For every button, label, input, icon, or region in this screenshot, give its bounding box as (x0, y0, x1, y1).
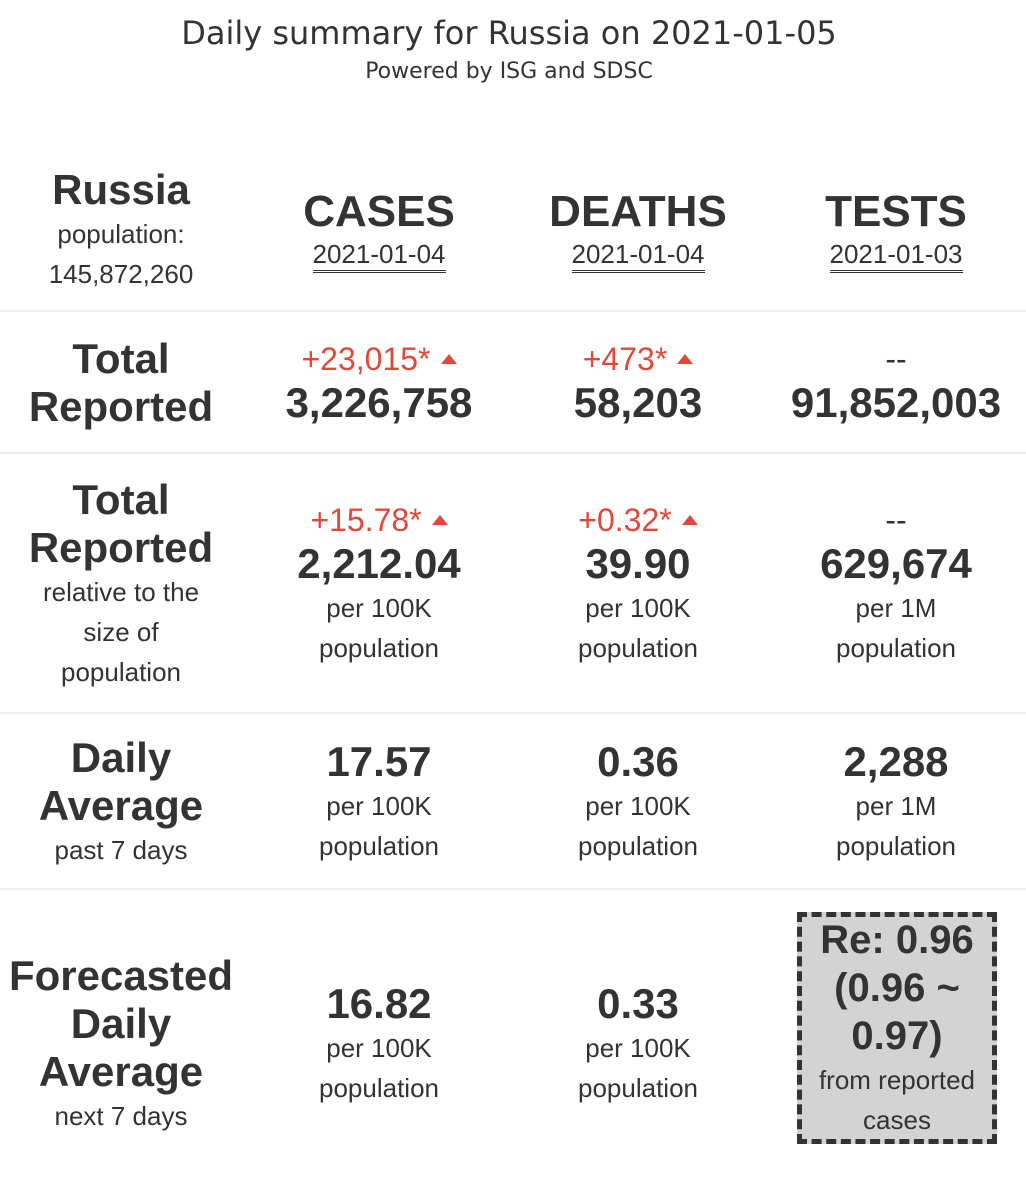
unit-line2: population (319, 633, 439, 663)
re-subtitle-line1: from reported (818, 1065, 976, 1095)
relative-deaths-value: 39.90 (585, 540, 691, 587)
row-title-line2: Daily (70, 1000, 172, 1047)
cases-rel-delta: +15.78* (310, 500, 448, 540)
row-subtitle-line2: size of (83, 617, 159, 647)
relative-cases-value: 2,212.04 (297, 540, 461, 587)
population-value: 145,872,260 (48, 259, 194, 289)
daily-deaths-value: 0.36 (597, 738, 679, 785)
total-reported-row: Total Reported +23,015* 3,226,758 +473* … (0, 310, 1026, 454)
row-subtitle: past 7 days (54, 835, 188, 865)
forecast-cases-value: 16.82 (326, 980, 432, 1027)
daily-average-label: Daily Average past 7 days (0, 714, 242, 890)
re-value-line3: 0.97) (851, 1014, 943, 1058)
unit-line1: per 1M (855, 593, 937, 623)
unit-line1: per 1M (855, 791, 937, 821)
cases-rel-delta-text: +15.78* (310, 502, 422, 538)
total-tests-value: 91,852,003 (790, 379, 1002, 426)
total-deaths-value: 58,203 (573, 379, 703, 426)
unit-line2: population (578, 1073, 698, 1103)
row-title-line1: Forecasted (8, 952, 234, 999)
row-title-line2: Reported (28, 524, 214, 571)
cases-delta-text: +23,015* (301, 341, 431, 377)
relative-cases-cell: +15.78* 2,212.04 per 100K population (250, 454, 508, 714)
deaths-delta-text: +473* (582, 341, 668, 377)
header-row: Russia population: 145,872,260 CASES 202… (0, 150, 1026, 310)
tests-header: TESTS 2021-01-03 (768, 150, 1024, 310)
daily-cases-cell: 17.57 per 100K population (250, 714, 508, 890)
tests-date: 2021-01-03 (829, 239, 963, 273)
unit-line1: per 100K (585, 593, 691, 623)
total-reported-label: Total Reported (0, 312, 242, 454)
deaths-rel-delta-text: +0.32* (578, 502, 672, 538)
row-title-line1: Total (72, 335, 170, 382)
forecast-cases-cell: 16.82 per 100K population (250, 890, 508, 1182)
cases-date: 2021-01-04 (312, 239, 446, 273)
tests-column-title: TESTS (825, 187, 967, 236)
total-tests-cell: -- 91,852,003 (768, 312, 1024, 454)
forecast-label: Forecasted Daily Average next 7 days (0, 890, 242, 1182)
row-subtitle: next 7 days (54, 1101, 188, 1131)
daily-deaths-cell: 0.36 per 100K population (508, 714, 768, 890)
daily-average-row: Daily Average past 7 days 17.57 per 100K… (0, 712, 1026, 890)
row-subtitle-line1: relative to the (42, 577, 200, 607)
forecast-deaths-cell: 0.33 per 100K population (508, 890, 768, 1182)
page-title: Daily summary for Russia on 2021-01-05 (181, 14, 837, 52)
row-subtitle-line3: population (61, 657, 181, 687)
re-box: Re: 0.96 (0.96 ~ 0.97) from reported cas… (797, 912, 997, 1144)
triangle-up-icon (431, 515, 448, 525)
relative-row: Total Reported relative to the size of p… (0, 452, 1026, 714)
cases-header: CASES 2021-01-04 (250, 150, 508, 310)
triangle-up-icon (681, 515, 698, 525)
forecast-deaths-value: 0.33 (597, 980, 679, 1027)
total-cases-cell: +23,015* 3,226,758 (250, 312, 508, 454)
unit-line2: population (578, 633, 698, 663)
total-deaths-cell: +473* 58,203 (508, 312, 768, 454)
relative-tests-value: 629,674 (820, 540, 972, 587)
relative-label: Total Reported relative to the size of p… (0, 454, 242, 714)
triangle-up-icon (677, 354, 694, 364)
daily-tests-value: 2,288 (843, 738, 949, 785)
re-subtitle-line2: cases (863, 1105, 931, 1135)
row-title-line3: Average (38, 1048, 204, 1095)
relative-tests-cell: -- 629,674 per 1M population (768, 454, 1024, 714)
unit-line2: population (578, 831, 698, 861)
country-cell: Russia population: 145,872,260 (0, 150, 242, 310)
unit-line1: per 100K (585, 791, 691, 821)
cases-column-title: CASES (303, 187, 455, 236)
forecast-row: Forecasted Daily Average next 7 days 16.… (0, 888, 1026, 1166)
daily-cases-value: 17.57 (326, 738, 432, 785)
total-cases-value: 3,226,758 (285, 379, 473, 426)
unit-line2: population (836, 831, 956, 861)
unit-line2: population (319, 1073, 439, 1103)
daily-tests-cell: 2,288 per 1M population (768, 714, 1024, 890)
cases-delta: +23,015* (301, 339, 457, 379)
relative-deaths-cell: +0.32* 39.90 per 100K population (508, 454, 768, 714)
row-title-line1: Total (72, 476, 170, 523)
tests-rel-delta: -- (885, 502, 907, 538)
row-title-line1: Daily (70, 734, 172, 781)
page-subtitle: Powered by ISG and SDSC (365, 59, 653, 84)
triangle-up-icon (440, 354, 457, 364)
deaths-column-title: DEATHS (549, 187, 727, 236)
row-title-line2: Reported (28, 383, 214, 430)
deaths-rel-delta: +0.32* (578, 500, 698, 540)
re-value-line2: (0.96 ~ (834, 966, 960, 1010)
unit-line1: per 100K (326, 791, 432, 821)
deaths-header: DEATHS 2021-01-04 (508, 150, 768, 310)
unit-line2: population (836, 633, 956, 663)
deaths-date: 2021-01-04 (571, 239, 705, 273)
unit-line2: population (319, 831, 439, 861)
country-name: Russia (52, 166, 190, 213)
unit-line1: per 100K (326, 1033, 432, 1063)
tests-delta: -- (885, 341, 907, 377)
unit-line1: per 100K (585, 1033, 691, 1063)
unit-line1: per 100K (326, 593, 432, 623)
re-value-line1: Re: 0.96 (820, 918, 974, 962)
deaths-delta: +473* (583, 339, 694, 379)
row-title-line2: Average (38, 782, 204, 829)
population-label: population: (57, 219, 185, 249)
